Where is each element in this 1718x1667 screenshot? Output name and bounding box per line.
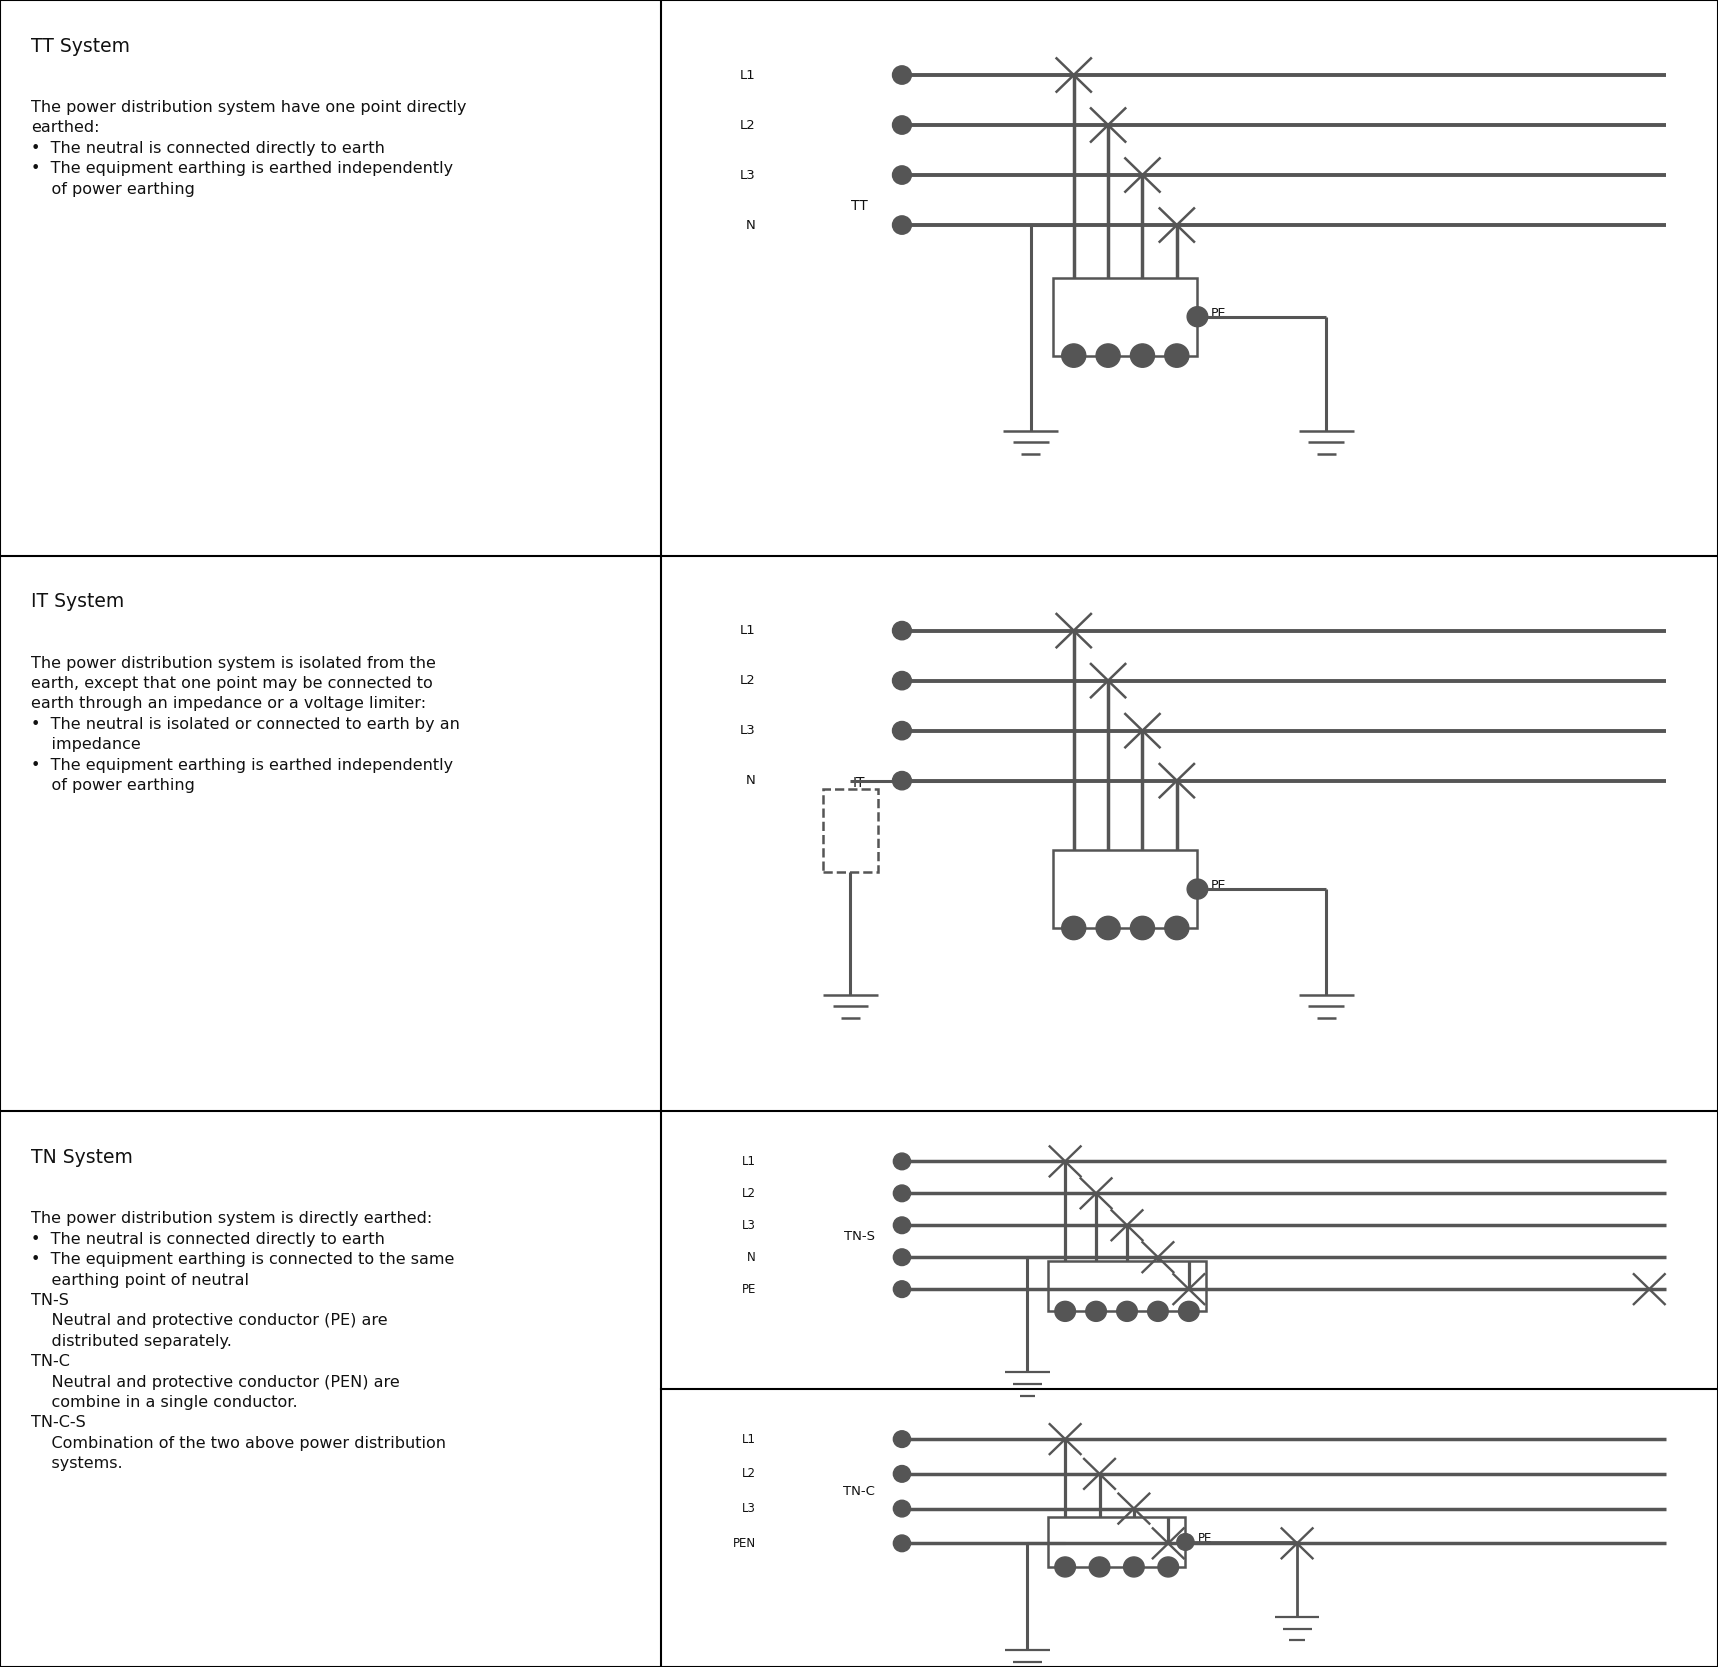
- Text: The power distribution system is isolated from the
earth, except that one point : The power distribution system is isolate…: [31, 655, 460, 793]
- Circle shape: [893, 1249, 911, 1265]
- Circle shape: [893, 672, 911, 690]
- Circle shape: [893, 722, 911, 740]
- Circle shape: [1148, 1302, 1168, 1322]
- Circle shape: [1158, 1557, 1179, 1577]
- Circle shape: [1187, 879, 1208, 899]
- Circle shape: [1062, 917, 1086, 940]
- Text: The power distribution system have one point directly
earthed:
•  The neutral is: The power distribution system have one p…: [31, 100, 466, 197]
- Text: PE: PE: [1197, 1532, 1211, 1545]
- Text: L2: L2: [742, 1187, 756, 1200]
- Text: L2: L2: [740, 673, 756, 687]
- Circle shape: [893, 622, 911, 640]
- Circle shape: [1096, 343, 1120, 367]
- Bar: [1053, 278, 1197, 355]
- Text: TT System: TT System: [31, 37, 131, 55]
- Text: PEN: PEN: [734, 1537, 756, 1550]
- Bar: [1053, 850, 1197, 929]
- Circle shape: [893, 772, 911, 790]
- Text: N: N: [747, 1250, 756, 1264]
- Text: L3: L3: [742, 1502, 756, 1515]
- Circle shape: [893, 1535, 911, 1552]
- Bar: [1048, 1262, 1206, 1312]
- Circle shape: [1055, 1302, 1075, 1322]
- Text: L1: L1: [740, 68, 756, 82]
- Text: PE: PE: [1211, 879, 1227, 892]
- Circle shape: [893, 117, 911, 135]
- Circle shape: [1089, 1557, 1110, 1577]
- Circle shape: [893, 1217, 911, 1234]
- Circle shape: [1165, 917, 1189, 940]
- Text: TT: TT: [850, 198, 868, 213]
- Circle shape: [893, 215, 911, 233]
- Circle shape: [1086, 1302, 1106, 1322]
- Text: L1: L1: [742, 1432, 756, 1445]
- Text: TN System: TN System: [31, 1149, 132, 1167]
- Circle shape: [1124, 1557, 1144, 1577]
- Text: L3: L3: [740, 168, 756, 182]
- Text: N: N: [746, 773, 756, 787]
- Text: The power distribution system is directly earthed:
•  The neutral is connected d: The power distribution system is directl…: [31, 1212, 454, 1472]
- Circle shape: [893, 1465, 911, 1482]
- Text: L2: L2: [740, 118, 756, 132]
- Circle shape: [1165, 343, 1189, 367]
- Text: PE: PE: [742, 1282, 756, 1295]
- Circle shape: [893, 1154, 911, 1170]
- Text: PE: PE: [1211, 307, 1227, 320]
- Text: IT: IT: [852, 777, 866, 790]
- Circle shape: [1179, 1302, 1199, 1322]
- Text: N: N: [746, 218, 756, 232]
- Bar: [1048, 1517, 1185, 1567]
- Circle shape: [893, 65, 911, 83]
- Circle shape: [893, 1500, 911, 1517]
- Circle shape: [1096, 917, 1120, 940]
- Bar: [823, 788, 878, 872]
- Text: L1: L1: [740, 623, 756, 637]
- Circle shape: [893, 1430, 911, 1447]
- Circle shape: [893, 1280, 911, 1297]
- Circle shape: [1062, 343, 1086, 367]
- Text: L2: L2: [742, 1467, 756, 1480]
- Circle shape: [1177, 1534, 1194, 1550]
- Circle shape: [1117, 1302, 1137, 1322]
- Circle shape: [1187, 307, 1208, 327]
- Text: L3: L3: [742, 1219, 756, 1232]
- Text: L1: L1: [742, 1155, 756, 1169]
- Circle shape: [1130, 343, 1154, 367]
- Circle shape: [893, 167, 911, 183]
- Text: TN-C: TN-C: [844, 1485, 874, 1499]
- Circle shape: [1130, 917, 1154, 940]
- Text: TN-S: TN-S: [844, 1230, 874, 1244]
- Text: IT System: IT System: [31, 592, 124, 612]
- Text: L3: L3: [740, 723, 756, 737]
- Circle shape: [1055, 1557, 1075, 1577]
- Circle shape: [893, 1185, 911, 1202]
